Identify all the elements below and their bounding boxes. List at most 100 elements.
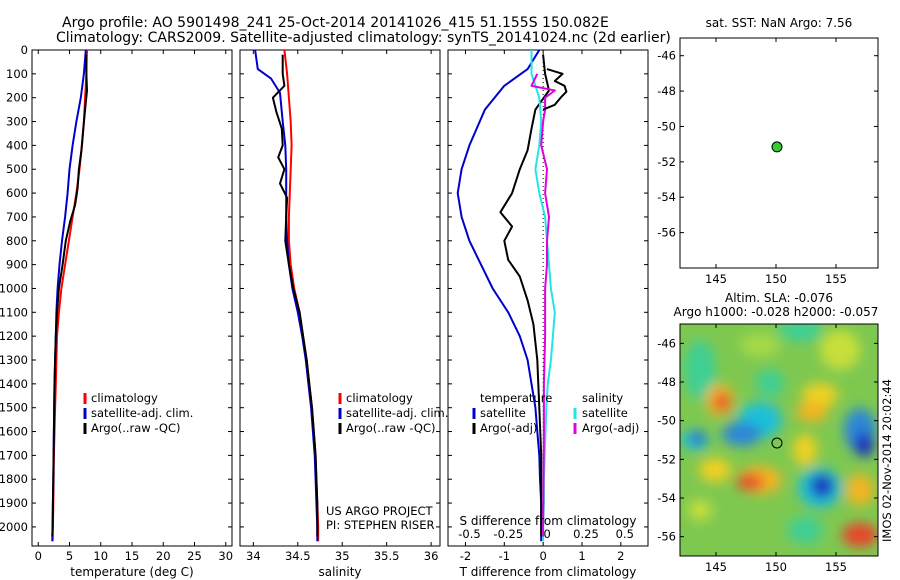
depth-tick-label: 1300 <box>0 353 28 367</box>
depth-tick-label: 300 <box>6 115 28 129</box>
x-tick-label: 10 <box>93 549 108 563</box>
sla-map-panel: Altim. SLA: -0.076 Argo h1000: -0.028 h2… <box>657 291 894 574</box>
legend-title-salinity: salinity <box>582 391 623 405</box>
depth-tick-label: 1200 <box>0 329 28 343</box>
lon-tick-label: 150 <box>765 560 787 574</box>
x-tick-label: 25 <box>187 549 202 563</box>
x-tick-label: 30 <box>218 549 233 563</box>
depth-tick-label: 700 <box>6 210 28 224</box>
depth-tick-label: 1500 <box>0 401 28 415</box>
legend-label: Argo(-adj) <box>480 421 537 435</box>
lat-tick-label: -52 <box>657 452 676 466</box>
location-map-panel: sat. SST: NaN Argo: 7.56 -46 -48 -50 -52 -54… <box>657 16 879 286</box>
x-tick-label: 35 <box>335 549 350 563</box>
x-tick-label: -2 <box>460 549 471 563</box>
depth-tick-label: 2000 <box>0 520 28 534</box>
location-map-title: sat. SST: NaN Argo: 7.56 <box>706 16 853 30</box>
x-tick-label: 34.5 <box>285 549 311 563</box>
x-tick-label: 36 <box>424 549 439 563</box>
x-tick-label: 1 <box>578 549 585 563</box>
lat-tick-label: -50 <box>657 119 676 133</box>
x-tick-label: 34 <box>246 549 261 563</box>
depth-tick-label: 200 <box>6 91 28 105</box>
temperature-axis-label: temperature (deg C) <box>70 565 193 579</box>
depth-tick-label: 400 <box>6 138 28 152</box>
series-line <box>456 50 543 542</box>
lon-tick-label: 155 <box>825 560 847 574</box>
depth-tick-label: 800 <box>6 234 28 248</box>
x-tick-label: 2 <box>617 549 624 563</box>
depth-tick-label: 1600 <box>0 425 28 439</box>
lon-tick-label: 155 <box>825 272 847 286</box>
legend-label: satellite-adj. clim. <box>346 406 448 420</box>
series-line <box>51 54 88 537</box>
depth-tick-label: 100 <box>6 67 28 81</box>
s-tick-label: 0 <box>543 527 550 541</box>
legend-label: climatology <box>91 391 158 405</box>
x-tick-label: 0 <box>35 549 42 563</box>
lat-tick-label: -56 <box>657 226 676 240</box>
lat-tick-label: -48 <box>657 84 676 98</box>
depth-tick-label: 1000 <box>0 281 28 295</box>
legend-label: satellite-adj. clim. <box>91 406 193 420</box>
x-tick-label: -1 <box>499 549 510 563</box>
depth-tick-label: 1800 <box>0 472 28 486</box>
lon-tick-label: 145 <box>705 560 727 574</box>
depth-tick-label: 1700 <box>0 448 28 462</box>
lat-tick-label: -54 <box>657 491 676 505</box>
lat-tick-label: -46 <box>657 336 676 350</box>
depth-tick-label: 1100 <box>0 305 28 319</box>
pi-annotation: PI: STEPHEN RISER <box>326 518 435 532</box>
difference-legend: temperature salinitysatelliteArgo(-adj)sa… <box>472 391 639 435</box>
sla-title-2: Argo h1000: -0.028 h2000: -0.057 <box>674 305 879 319</box>
lat-tick-label: -56 <box>657 530 676 544</box>
series-line <box>542 68 568 111</box>
series-line <box>271 54 319 537</box>
lon-tick-label: 145 <box>705 272 727 286</box>
depth-tick-label: 1400 <box>0 377 28 391</box>
sla-heatmap-field <box>680 324 878 556</box>
project-annotation: US ARGO PROJECT <box>326 504 434 518</box>
float-position-marker <box>771 141 783 153</box>
x-tick-label: 0 <box>539 549 546 563</box>
legend-label: Argo(..raw -QC) <box>91 421 181 435</box>
depth-tick-label: 500 <box>6 162 28 176</box>
legend-label: satellite <box>480 406 526 420</box>
s-difference-label: S difference from climatology <box>460 514 637 528</box>
series-line <box>530 73 556 537</box>
s-tick-label: -0.5 <box>458 527 480 541</box>
difference-panel: -2 -1 0 1 2 -0.5 -0.25 0 0.25 0.5 T difference fr… <box>447 49 649 579</box>
x-tick-label: 15 <box>125 549 140 563</box>
lat-tick-label: -52 <box>657 155 676 169</box>
depth-tick-label: 1900 <box>0 496 28 510</box>
x-tick-label: 35.5 <box>374 549 400 563</box>
difference-axis-label: T difference from climatology <box>459 565 637 579</box>
series-line <box>499 54 550 537</box>
lat-tick-label: -48 <box>657 375 676 389</box>
legend-label: satellite <box>582 406 628 420</box>
float-position-marker <box>771 437 783 449</box>
sla-title-1: Altim. SLA: -0.076 <box>725 291 833 305</box>
legend-title-temperature: temperature <box>480 391 552 405</box>
salinity-panel: 34 34.5 35 35.5 36 salinity climatologysatel… <box>239 49 448 579</box>
title-line-1: Argo profile: AO 5901498_241 25-Oct-2014… <box>62 15 609 31</box>
x-tick-label: 20 <box>156 549 171 563</box>
s-tick-label: -0.25 <box>493 527 523 541</box>
legend-label: Argo(-adj) <box>582 421 639 435</box>
salinity-axis-label: salinity <box>318 565 361 579</box>
depth-tick-label: 900 <box>6 258 28 272</box>
s-tick-label: 0.5 <box>616 527 634 541</box>
s-tick-label: 0.25 <box>573 527 599 541</box>
lat-tick-label: -50 <box>657 414 676 428</box>
depth-tick-label: 600 <box>6 186 28 200</box>
lat-tick-label: -46 <box>657 49 676 63</box>
legend-label: climatology <box>346 391 413 405</box>
imos-timestamp: IMOS 02-Nov-2014 20:02:44 <box>880 379 894 542</box>
lon-tick-label: 150 <box>765 272 787 286</box>
x-tick-label: 5 <box>66 549 73 563</box>
depth-tick-label: 0 <box>21 43 28 57</box>
legend-label: Argo(..raw -QC) <box>346 421 436 435</box>
